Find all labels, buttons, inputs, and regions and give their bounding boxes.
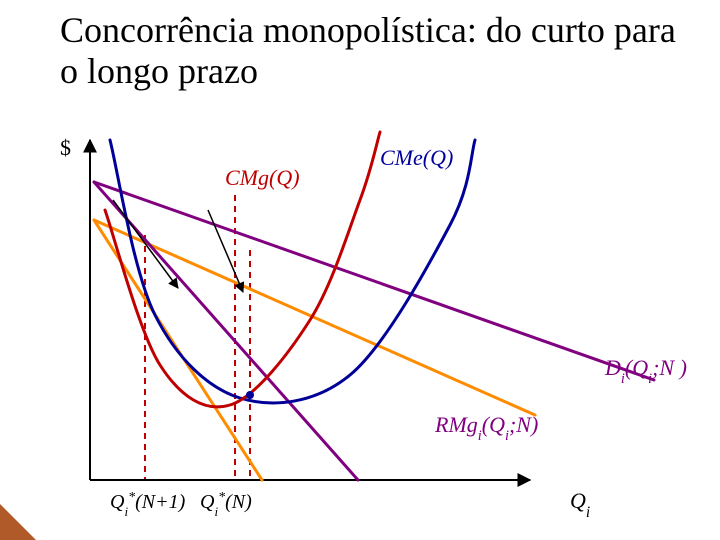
- cme-label: CMe(Q): [380, 145, 453, 170]
- slide-title: Concorrência monopolística: do curto par…: [60, 10, 680, 93]
- slide: Concorrência monopolística: do curto par…: [0, 0, 720, 540]
- x-tick-label: Qi*(N+1): [110, 490, 186, 519]
- x-axis-label: Qi: [570, 488, 590, 521]
- demand-label: Di(Qi;N ): [604, 355, 687, 387]
- demand-curve-n1: [94, 220, 535, 415]
- corner-accent-icon: [0, 504, 36, 540]
- cmg-label: CMg(Q): [225, 165, 300, 190]
- econ-chart: $ Qi Qi*(N+1) Qi*(N) CMg(Q) CMe(Q) Di(Qi;N ) RM…: [50, 120, 690, 520]
- tangency-point: [246, 391, 254, 399]
- y-axis-label: $: [60, 135, 71, 160]
- x-tick-label: Qi*(N): [200, 490, 252, 519]
- rmg-label: RMgi(Qi;N): [434, 412, 538, 444]
- shift-arrow: [113, 200, 178, 288]
